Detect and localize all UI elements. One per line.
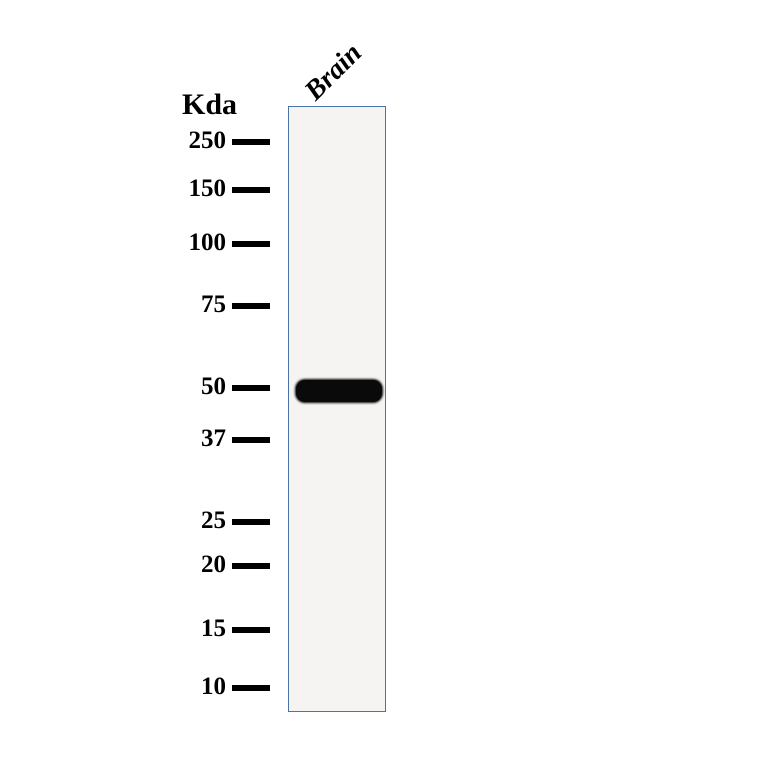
ladder-label: 20 [166,551,226,579]
western-blot-figure: Brain Kda 250 150 100 75 50 37 25 20 15 10 [0,0,764,764]
ladder-label: 25 [166,507,226,535]
ladder-label: 37 [166,425,226,453]
ladder-label: 75 [166,291,226,319]
ladder-tick [232,241,270,247]
ladder-tick [232,563,270,569]
ladder-tick [232,627,270,633]
lane-label: Brain [299,37,369,107]
ladder-label: 10 [166,673,226,701]
ladder-label: 15 [166,615,226,643]
ladder-label: 50 [166,373,226,401]
unit-label: Kda [182,88,237,122]
protein-band [296,380,382,402]
ladder-tick [232,685,270,691]
blot-lane [288,106,386,712]
ladder-label: 150 [166,175,226,203]
ladder-tick [232,187,270,193]
ladder-tick [232,303,270,309]
ladder-tick [232,437,270,443]
ladder-tick [232,385,270,391]
ladder-label: 250 [166,127,226,155]
ladder-label: 100 [166,229,226,257]
ladder-tick [232,139,270,145]
ladder-tick [232,519,270,525]
